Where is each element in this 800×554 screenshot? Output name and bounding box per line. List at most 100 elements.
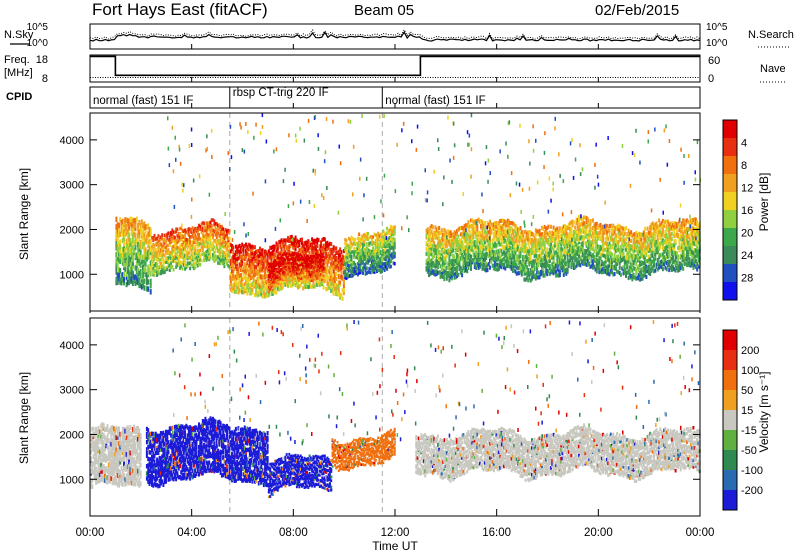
heatmap-cell xyxy=(346,252,349,256)
heatmap-cell xyxy=(625,236,627,241)
heatmap-cell xyxy=(611,228,613,233)
heatmap-cell xyxy=(572,262,575,267)
heatmap-cell xyxy=(353,255,356,259)
heatmap-cell xyxy=(274,285,277,288)
heatmap-cell xyxy=(290,273,293,276)
heatmap-cell xyxy=(566,232,569,237)
heatmap-cell xyxy=(506,252,509,257)
heatmap-cell xyxy=(377,245,380,250)
heatmap-cell xyxy=(314,260,317,263)
heatmap-cell xyxy=(236,250,239,255)
heatmap-cell xyxy=(517,258,519,263)
heatmap-cell xyxy=(269,275,272,279)
heatmap-cell xyxy=(278,257,281,260)
heatmap-cell xyxy=(579,246,582,251)
heatmap-cell xyxy=(443,269,446,274)
heatmap-cell xyxy=(253,271,256,276)
heatmap-cell xyxy=(161,257,164,261)
heatmap-cell xyxy=(316,255,319,259)
heatmap-cell xyxy=(391,239,394,243)
heatmap-cell xyxy=(256,249,259,254)
heatmap-cell xyxy=(363,253,366,258)
heatmap-cell xyxy=(539,252,542,257)
heatmap-cell xyxy=(453,267,456,272)
heatmap-cell xyxy=(364,255,367,259)
heatmap-cell xyxy=(285,238,288,243)
heatmap-cell xyxy=(356,244,359,248)
heatmap-cell xyxy=(251,256,254,261)
heatmap-cell xyxy=(356,267,359,271)
heatmap-cell xyxy=(547,237,550,242)
heatmap-cell xyxy=(450,261,453,266)
heatmap-cell xyxy=(381,245,383,249)
heatmap-cell xyxy=(153,273,156,277)
heatmap-cell xyxy=(570,256,573,261)
heatmap-cell xyxy=(425,233,428,238)
heatmap-cell xyxy=(557,230,560,235)
heatmap-cell xyxy=(614,248,617,253)
heatmap-cell xyxy=(306,254,308,257)
heatmap-cell xyxy=(553,265,556,270)
heatmap-cell xyxy=(590,258,593,263)
power-data xyxy=(115,113,701,311)
heatmap-cell xyxy=(636,258,639,263)
heatmap-cell xyxy=(594,240,597,245)
heatmap-cell xyxy=(475,235,478,240)
heatmap-cell xyxy=(128,246,131,253)
heatmap-cell xyxy=(289,251,292,256)
heatmap-cell xyxy=(288,237,291,242)
heatmap-cell xyxy=(536,270,539,275)
heatmap-cell xyxy=(580,247,583,252)
heatmap-cell xyxy=(598,230,601,235)
heatmap-cell xyxy=(482,225,485,230)
heatmap-cell xyxy=(576,220,579,225)
heatmap-cell xyxy=(288,258,291,261)
heatmap-cell xyxy=(313,265,316,268)
heatmap-cell xyxy=(378,261,381,265)
heatmap-cell xyxy=(304,240,307,245)
heatmap-cell xyxy=(462,230,465,235)
heatmap-cell xyxy=(389,237,392,241)
heatmap-cell xyxy=(299,275,302,278)
heatmap-cell xyxy=(578,232,580,237)
heatmap-cell xyxy=(255,259,258,264)
heatmap-cell xyxy=(331,251,334,256)
heatmap-cell xyxy=(212,228,214,232)
heatmap-cell xyxy=(475,240,478,245)
heatmap-cell xyxy=(222,232,225,236)
heatmap-cell xyxy=(542,256,545,261)
heatmap-cell xyxy=(322,247,325,252)
heatmap-cell xyxy=(159,242,162,246)
heatmap-cell xyxy=(459,232,462,237)
heatmap-cell xyxy=(276,256,279,259)
heatmap-cell xyxy=(245,276,247,281)
heatmap-cell xyxy=(569,253,572,258)
heatmap-cell xyxy=(252,264,255,269)
heatmap-cell xyxy=(431,243,434,248)
heatmap-cell xyxy=(307,267,310,272)
heatmap-cell xyxy=(279,267,282,271)
heatmap-cell xyxy=(161,264,164,269)
heatmap-cell xyxy=(214,221,217,226)
heatmap-cell xyxy=(515,231,518,236)
heatmap-cell xyxy=(192,255,195,259)
heatmap-cell xyxy=(264,279,267,284)
heatmap-cell xyxy=(606,257,608,262)
heatmap-cell xyxy=(384,244,387,249)
heatmap-cell xyxy=(536,275,539,280)
heatmap-cell xyxy=(269,251,272,256)
heatmap-cell xyxy=(490,259,493,264)
heatmap-cell xyxy=(467,265,470,270)
heatmap-cell xyxy=(524,254,527,259)
heatmap-cell xyxy=(121,252,124,258)
heatmap-cell xyxy=(179,232,181,236)
heatmap-cell xyxy=(179,227,181,231)
heatmap-cell xyxy=(222,261,225,265)
heatmap-cell xyxy=(342,287,345,292)
heatmap-cell xyxy=(344,242,347,246)
heatmap-cell xyxy=(274,267,277,270)
heatmap-cell xyxy=(557,268,560,273)
heatmap-cell xyxy=(375,248,378,253)
heatmap-cell xyxy=(636,275,639,280)
heatmap-cell xyxy=(345,261,348,265)
